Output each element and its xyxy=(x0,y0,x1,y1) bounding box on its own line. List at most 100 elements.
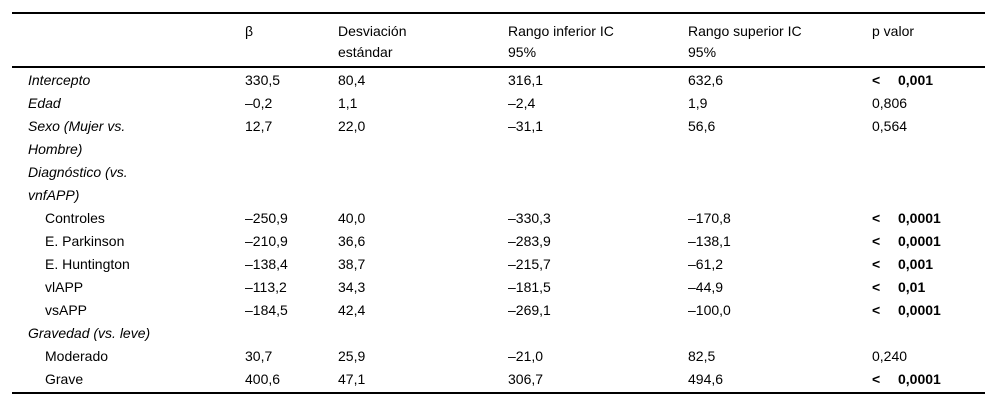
less-than-sign: < xyxy=(872,302,881,318)
std-deviation-value: 1,1 xyxy=(338,95,358,111)
row-label: Grave xyxy=(45,371,84,387)
beta-value: –250,9 xyxy=(245,210,288,226)
p-value-number: 0,806 xyxy=(872,95,908,111)
p-value-number: 0,0001 xyxy=(898,233,941,249)
p-value: <0,0001 xyxy=(872,230,985,253)
beta-value: 400,6 xyxy=(245,371,281,387)
std-deviation-value xyxy=(338,322,508,345)
p-value-number: 0,0001 xyxy=(898,302,941,318)
less-than-sign: < xyxy=(872,210,881,226)
less-than-sign: < xyxy=(872,371,881,387)
ci-upper-value: –100,0 xyxy=(688,302,731,318)
less-than-sign: < xyxy=(872,256,881,272)
table-row: Controles –250,9 40,0 –330,3 –170,8 <0,0001 xyxy=(12,207,985,230)
ci-lower-value: –269,1 xyxy=(508,302,551,318)
ci-lower-value: –31,1 xyxy=(508,118,544,134)
table-row: Sexo (Mujer vs. Hombre) 12,7 22,0 –31,1 56,6… xyxy=(12,115,985,161)
ci-upper-value: 494,6 xyxy=(688,371,724,387)
table-header-row: β Desviación estándar Rango inferior IC … xyxy=(12,14,985,66)
table-row: vsAPP –184,5 42,4 –269,1 –100,0 <0,0001 xyxy=(12,299,985,322)
std-deviation-value xyxy=(338,161,508,207)
row-label: vlAPP xyxy=(45,279,84,295)
ci-upper-value: 82,5 xyxy=(688,348,716,364)
ci-lower-value: –215,7 xyxy=(508,256,551,272)
table-top-rule xyxy=(12,12,985,14)
row-label: Gravedad (vs. leve) xyxy=(28,325,151,341)
p-value-number: 0,001 xyxy=(898,256,934,272)
ci-lower-value: 316,1 xyxy=(508,72,544,88)
ci-upper-value: 1,9 xyxy=(688,95,708,111)
std-deviation-value: 47,1 xyxy=(338,371,366,387)
std-deviation-value: 38,7 xyxy=(338,256,366,272)
ci-upper-value: –44,9 xyxy=(688,279,724,295)
beta-value xyxy=(245,322,338,345)
ci-lower-value: –181,5 xyxy=(508,279,551,295)
std-deviation-value: 36,6 xyxy=(338,233,366,249)
p-value: 0,806 xyxy=(872,92,985,115)
table-row: Gravedad (vs. leve) xyxy=(12,322,985,345)
less-than-sign: < xyxy=(872,279,881,295)
ci-lower-value: –2,4 xyxy=(508,95,536,111)
p-value-number: 0,564 xyxy=(872,118,908,134)
std-deviation-value: 40,0 xyxy=(338,210,366,226)
ci-lower-value xyxy=(508,322,688,345)
regression-results-table: β Desviación estándar Rango inferior IC … xyxy=(12,12,985,394)
ci-upper-value: 56,6 xyxy=(688,118,716,134)
ci-upper-value: –170,8 xyxy=(688,210,731,226)
ci-upper-value xyxy=(688,322,872,345)
ci-lower-value: –330,3 xyxy=(508,210,551,226)
less-than-sign: < xyxy=(872,233,881,249)
ci-lower-value: –21,0 xyxy=(508,348,544,364)
p-value-number: 0,01 xyxy=(898,279,926,295)
beta-value: –210,9 xyxy=(245,233,288,249)
beta-value: –0,2 xyxy=(245,95,273,111)
std-deviation-value: 80,4 xyxy=(338,72,366,88)
table-row: Edad –0,2 1,1 –2,4 1,9 0,806 xyxy=(12,92,985,115)
table-row: E. Huntington –138,4 38,7 –215,7 –61,2 <0,001 xyxy=(12,253,985,276)
p-value-number: 0,001 xyxy=(898,72,934,88)
column-header-beta: β xyxy=(245,23,254,39)
p-value xyxy=(872,161,985,207)
row-label: Controles xyxy=(45,210,105,226)
ci-upper-value xyxy=(688,161,872,207)
p-value: <0,0001 xyxy=(872,299,985,322)
row-label: E. Parkinson xyxy=(45,233,125,249)
ci-lower-value: 306,7 xyxy=(508,371,544,387)
p-value-number: 0,0001 xyxy=(898,210,941,226)
p-value-number: 0,0001 xyxy=(898,371,941,387)
p-value xyxy=(872,322,985,345)
p-value: 0,240 xyxy=(872,345,985,368)
ci-lower-value xyxy=(508,161,688,207)
less-than-sign: < xyxy=(872,72,881,88)
ci-lower-value: –283,9 xyxy=(508,233,551,249)
std-deviation-value: 25,9 xyxy=(338,348,366,364)
std-deviation-value: 42,4 xyxy=(338,302,366,318)
p-value: <0,01 xyxy=(872,276,985,299)
table-row: E. Parkinson –210,9 36,6 –283,9 –138,1 <0,000… xyxy=(12,230,985,253)
p-value: <0,0001 xyxy=(872,368,985,391)
column-header-ci-upper: Rango superior IC 95% xyxy=(688,23,802,60)
row-label: vsAPP xyxy=(45,302,88,318)
table-row: vlAPP –113,2 34,3 –181,5 –44,9 <0,01 xyxy=(12,276,985,299)
table-row: Diagnóstico (vs. vnfAPP) xyxy=(12,161,985,207)
p-value: <0,001 xyxy=(872,69,985,92)
table-row: Grave 400,6 47,1 306,7 494,6 <0,0001 xyxy=(12,368,985,391)
column-header-p-value: p valor xyxy=(872,23,915,39)
table-row: Intercepto 330,5 80,4 316,1 632,6 <0,001 xyxy=(12,69,985,92)
beta-value xyxy=(245,161,338,207)
p-value: <0,0001 xyxy=(872,207,985,230)
std-deviation-value: 34,3 xyxy=(338,279,366,295)
table-body: Intercepto 330,5 80,4 316,1 632,6 <0,001 Edad –… xyxy=(12,68,985,392)
p-value-number: 0,240 xyxy=(872,348,908,364)
row-label: Sexo (Mujer vs. Hombre) xyxy=(28,118,126,157)
row-label: Diagnóstico (vs. vnfAPP) xyxy=(28,164,128,203)
ci-upper-value: –61,2 xyxy=(688,256,724,272)
ci-upper-value: –138,1 xyxy=(688,233,731,249)
ci-upper-value: 632,6 xyxy=(688,72,724,88)
column-header-ci-lower: Rango inferior IC 95% xyxy=(508,23,614,60)
table-header-rule xyxy=(12,66,985,68)
table-row: Moderado 30,7 25,9 –21,0 82,5 0,240 xyxy=(12,345,985,368)
column-header-std-deviation: Desviación estándar xyxy=(338,23,407,60)
beta-value: 30,7 xyxy=(245,348,273,364)
